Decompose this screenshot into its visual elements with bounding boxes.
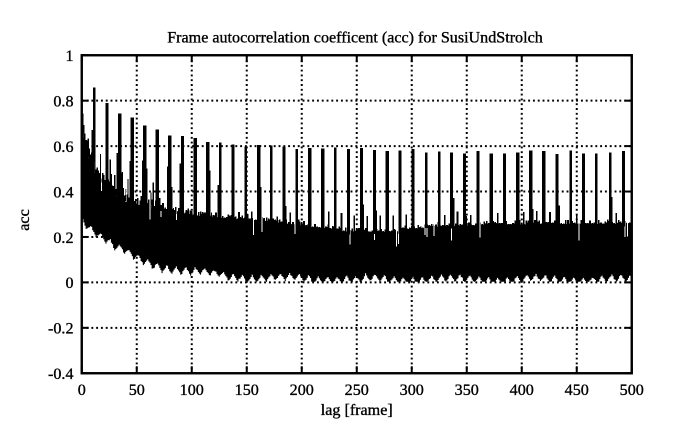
svg-text:0.2: 0.2	[53, 230, 73, 247]
svg-text:Frame autocorrelation coeffice: Frame autocorrelation coefficent (acc) f…	[167, 29, 543, 46]
svg-text:100: 100	[180, 382, 204, 399]
svg-text:150: 150	[235, 382, 259, 399]
svg-text:50: 50	[129, 382, 145, 399]
svg-text:1: 1	[65, 48, 73, 65]
svg-text:200: 200	[290, 382, 314, 399]
svg-text:acc: acc	[16, 209, 33, 230]
svg-text:0.6: 0.6	[53, 139, 73, 156]
svg-text:400: 400	[510, 382, 534, 399]
svg-text:0.4: 0.4	[53, 184, 73, 201]
svg-text:-0.4: -0.4	[48, 366, 73, 383]
svg-text:500: 500	[620, 382, 644, 399]
svg-text:350: 350	[455, 382, 479, 399]
svg-text:0.8: 0.8	[53, 93, 73, 110]
svg-text:250: 250	[345, 382, 369, 399]
svg-text:0: 0	[65, 275, 73, 292]
svg-text:0: 0	[78, 382, 86, 399]
svg-text:450: 450	[565, 382, 589, 399]
svg-text:lag [frame]: lag [frame]	[321, 402, 393, 419]
svg-text:300: 300	[400, 382, 424, 399]
svg-text:-0.2: -0.2	[48, 321, 73, 338]
